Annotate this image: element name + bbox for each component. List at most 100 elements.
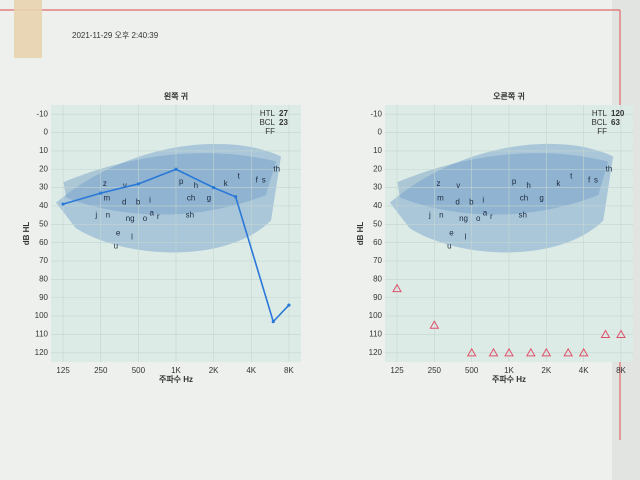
speech-sound: th <box>606 164 613 173</box>
stat-value: 27 <box>279 109 288 118</box>
speech-sound: j <box>428 210 431 219</box>
speech-sound: ch <box>520 194 528 203</box>
y-tick-label: 0 <box>44 128 49 137</box>
speech-sound: o <box>143 214 148 223</box>
speech-sound: u <box>447 241 451 250</box>
y-tick-label: 90 <box>373 293 382 302</box>
x-tick-label: 2K <box>541 366 551 375</box>
threshold-point <box>99 191 103 195</box>
stat-label: HTL <box>260 109 276 118</box>
speech-sound: sh <box>518 210 526 219</box>
threshold-point <box>136 182 140 186</box>
y-axis-label: dB HL <box>356 222 365 246</box>
speech-sound: ng <box>126 214 135 223</box>
y-tick-label: 30 <box>373 183 382 192</box>
stat-label: FF <box>597 127 607 136</box>
stat-value: 23 <box>279 118 288 127</box>
x-tick-label: 250 <box>428 366 442 375</box>
y-axis-label: dB HL <box>22 222 31 246</box>
speech-sound: g <box>539 194 543 203</box>
threshold-marker <box>541 347 552 357</box>
speech-sound: sh <box>186 210 194 219</box>
y-tick-label: 70 <box>373 256 382 265</box>
speech-banana <box>56 143 281 253</box>
threshold-point <box>212 186 216 190</box>
speech-sound: h <box>526 181 530 190</box>
threshold-point <box>174 167 178 171</box>
speech-sound: b <box>136 197 141 206</box>
threshold-marker <box>578 347 589 357</box>
stat-label: BCL <box>259 118 275 127</box>
speech-sound: l <box>131 232 133 241</box>
speech-sound: s <box>262 175 266 184</box>
stat-label: FF <box>265 127 275 136</box>
y-tick-label: 80 <box>39 275 48 284</box>
threshold-marker <box>392 283 402 293</box>
threshold-marker <box>488 347 499 357</box>
speech-sound: z <box>436 179 440 188</box>
y-tick-label: 90 <box>39 293 48 302</box>
y-tick-label: 50 <box>39 219 48 228</box>
timestamp: 2021-11-29 오후 2:40:39 <box>72 31 159 40</box>
stat-value: 63 <box>611 118 620 127</box>
y-tick-label: 20 <box>373 164 382 173</box>
speech-sound: ng <box>459 214 468 223</box>
speech-sound: m <box>437 194 444 203</box>
threshold-marker <box>466 347 477 357</box>
speech-sound: i <box>149 196 151 205</box>
speech-sound: t <box>570 172 573 181</box>
chart-title: 오른쪽 귀 <box>493 91 525 101</box>
speech-sound: a <box>150 208 155 217</box>
y-tick-label: 10 <box>373 146 382 155</box>
speech-sound: n <box>106 210 110 219</box>
y-tick-label: 120 <box>369 348 383 357</box>
y-tick-label: 100 <box>369 311 383 320</box>
threshold-marker <box>616 329 626 338</box>
y-tick-label: 80 <box>373 275 382 284</box>
threshold-marker <box>525 347 536 357</box>
y-tick-label: -10 <box>36 109 48 118</box>
y-tick-label: 50 <box>373 219 382 228</box>
speech-sound: k <box>224 179 229 188</box>
x-tick-label: 8K <box>616 366 626 375</box>
x-axis-label: 주파수 Hz <box>492 374 526 384</box>
x-tick-label: 250 <box>94 366 108 375</box>
speech-sound: p <box>512 177 517 186</box>
speech-sound: e <box>449 229 454 238</box>
speech-sound: f <box>256 175 259 184</box>
tape <box>14 0 42 58</box>
threshold-point <box>271 320 275 324</box>
y-tick-label: 100 <box>35 311 49 320</box>
y-tick-label: -10 <box>370 109 382 118</box>
speech-sound: d <box>122 197 126 206</box>
speech-banana <box>389 143 614 253</box>
threshold-marker <box>563 347 574 357</box>
speech-sound: j <box>94 210 97 219</box>
y-tick-label: 60 <box>373 238 382 247</box>
y-tick-label: 30 <box>39 183 48 192</box>
speech-sound: s <box>594 175 598 184</box>
speech-sound: n <box>439 210 443 219</box>
y-tick-label: 110 <box>35 330 48 339</box>
y-tick-label: 10 <box>39 146 48 155</box>
y-tick-label: 40 <box>39 201 48 210</box>
x-tick-label: 125 <box>56 366 70 375</box>
x-tick-label: 8K <box>284 366 294 375</box>
chart-title: 왼쪽 귀 <box>164 91 188 101</box>
speech-sound: k <box>556 179 561 188</box>
speech-sound: ch <box>187 194 195 203</box>
x-tick-label: 4K <box>246 366 256 375</box>
speech-sound: u <box>114 241 118 250</box>
y-tick-label: 0 <box>378 128 383 137</box>
speech-sound: v <box>456 181 460 190</box>
speech-banana-inner <box>63 153 276 215</box>
x-tick-label: 2K <box>209 366 219 375</box>
stat-label: BCL <box>591 118 607 127</box>
x-tick-label: 125 <box>390 366 404 375</box>
threshold-line <box>62 168 290 324</box>
x-tick-label: 500 <box>132 366 146 375</box>
speech-sound: o <box>476 214 481 223</box>
y-tick-label: 70 <box>39 256 48 265</box>
speech-sound: g <box>207 194 211 203</box>
speech-sound: t <box>238 172 241 181</box>
